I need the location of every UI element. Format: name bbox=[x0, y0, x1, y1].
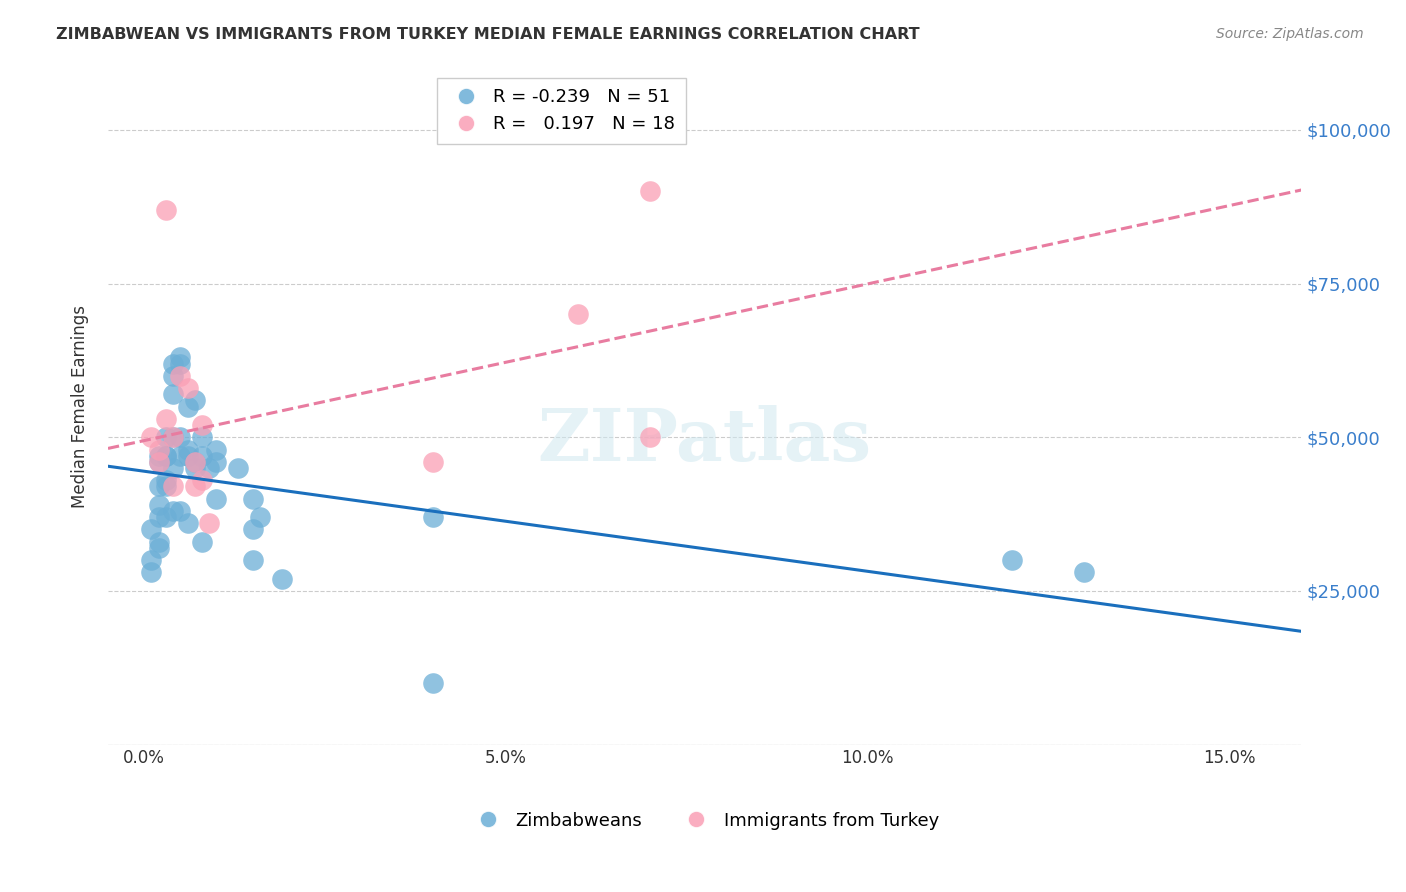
Point bbox=[148, 534, 170, 549]
Point bbox=[1073, 566, 1095, 580]
Point bbox=[191, 534, 214, 549]
Point bbox=[141, 523, 163, 537]
Point bbox=[567, 307, 589, 321]
Point bbox=[162, 461, 184, 475]
Point bbox=[176, 381, 198, 395]
Point bbox=[169, 368, 191, 383]
Point bbox=[249, 510, 271, 524]
Point bbox=[155, 449, 177, 463]
Point bbox=[640, 185, 662, 199]
Point bbox=[198, 516, 221, 531]
Point bbox=[148, 541, 170, 555]
Point bbox=[422, 510, 444, 524]
Point bbox=[191, 430, 214, 444]
Point bbox=[141, 566, 163, 580]
Legend: Zimbabweans, Immigrants from Turkey: Zimbabweans, Immigrants from Turkey bbox=[460, 801, 949, 840]
Point bbox=[162, 387, 184, 401]
Point bbox=[270, 572, 292, 586]
Point bbox=[184, 461, 207, 475]
Point bbox=[191, 449, 214, 463]
Point bbox=[198, 461, 221, 475]
Point bbox=[205, 442, 228, 457]
Point bbox=[162, 479, 184, 493]
Point bbox=[422, 676, 444, 690]
Point bbox=[184, 455, 207, 469]
Point bbox=[176, 400, 198, 414]
Point bbox=[242, 523, 264, 537]
Point bbox=[155, 473, 177, 487]
Point bbox=[184, 455, 207, 469]
Point bbox=[155, 430, 177, 444]
Point bbox=[155, 449, 177, 463]
Point bbox=[162, 504, 184, 518]
Point bbox=[176, 516, 198, 531]
Point bbox=[242, 553, 264, 567]
Point bbox=[205, 455, 228, 469]
Point bbox=[226, 461, 249, 475]
Point bbox=[148, 455, 170, 469]
Point bbox=[184, 479, 207, 493]
Point bbox=[148, 455, 170, 469]
Point bbox=[169, 357, 191, 371]
Text: ZIMBABWEAN VS IMMIGRANTS FROM TURKEY MEDIAN FEMALE EARNINGS CORRELATION CHART: ZIMBABWEAN VS IMMIGRANTS FROM TURKEY MED… bbox=[56, 27, 920, 42]
Y-axis label: Median Female Earnings: Median Female Earnings bbox=[72, 305, 89, 508]
Point bbox=[169, 430, 191, 444]
Point bbox=[169, 504, 191, 518]
Point bbox=[141, 553, 163, 567]
Point bbox=[422, 455, 444, 469]
Point bbox=[191, 417, 214, 432]
Point bbox=[155, 202, 177, 217]
Point bbox=[640, 430, 662, 444]
Point bbox=[148, 510, 170, 524]
Point bbox=[162, 368, 184, 383]
Point bbox=[162, 430, 184, 444]
Point bbox=[191, 473, 214, 487]
Point bbox=[148, 442, 170, 457]
Point bbox=[141, 430, 163, 444]
Point bbox=[155, 510, 177, 524]
Point bbox=[169, 351, 191, 365]
Point bbox=[176, 442, 198, 457]
Point bbox=[155, 479, 177, 493]
Point bbox=[184, 393, 207, 408]
Point bbox=[169, 449, 191, 463]
Point bbox=[155, 412, 177, 426]
Point bbox=[162, 430, 184, 444]
Point bbox=[162, 357, 184, 371]
Point bbox=[148, 479, 170, 493]
Point bbox=[242, 491, 264, 506]
Point bbox=[205, 491, 228, 506]
Point bbox=[176, 449, 198, 463]
Text: Source: ZipAtlas.com: Source: ZipAtlas.com bbox=[1216, 27, 1364, 41]
Point bbox=[148, 449, 170, 463]
Text: ZIPatlas: ZIPatlas bbox=[537, 405, 872, 475]
Point bbox=[148, 498, 170, 512]
Point bbox=[1001, 553, 1024, 567]
